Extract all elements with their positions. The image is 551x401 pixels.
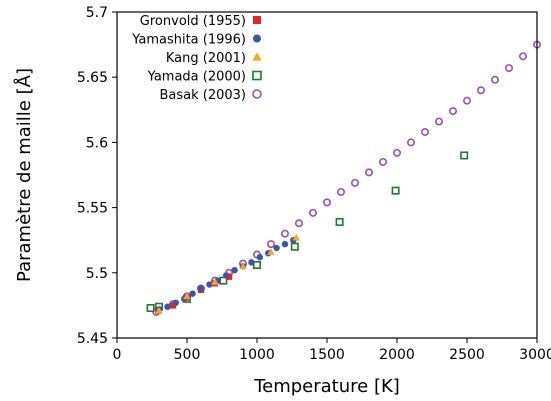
data-point-yamashita-1996 (273, 244, 280, 252)
legend-marker (252, 52, 262, 61)
data-point-kang-2001 (155, 306, 163, 314)
data-point-basak-2003 (280, 229, 289, 238)
data-point-kang-2001 (211, 278, 219, 285)
data-point-basak-2003 (266, 240, 275, 249)
data-point-basak-2003 (420, 127, 429, 136)
data-point-basak-2003 (308, 208, 317, 217)
data-point-basak-2003 (476, 86, 485, 95)
data-point-basak-2003 (364, 168, 373, 177)
legend-label: Kang (2001) (166, 51, 246, 66)
legend-marker (253, 34, 261, 43)
y-axis-ticks: 5.45 5.5 5.55 5.6 5.65 5.7 (77, 5, 117, 347)
y-tick-label: 5.7 (86, 5, 108, 21)
data-point-yamashita-1996 (189, 290, 196, 297)
legend-marker (253, 16, 261, 24)
x-tick-label: 0 (113, 347, 122, 363)
data-point-yamashita-1996 (248, 259, 255, 266)
data-point-yamada-2000 (290, 242, 299, 251)
data-point-basak-2003 (518, 52, 527, 61)
data-point-yamashita-1996 (197, 285, 205, 292)
data-point-basak-2003 (350, 178, 359, 187)
x-axis-label: Temperature [K] (253, 376, 400, 397)
data-point-yamashita-1996 (281, 240, 289, 248)
x-tick-label: 1500 (309, 347, 345, 363)
data-point-kang-2001 (239, 262, 247, 270)
y-tick-label: 5.55 (77, 201, 108, 217)
legend-label: Yamashita (1996) (131, 33, 246, 48)
legend-label: Yamada (2000) (147, 70, 246, 85)
data-point-basak-2003 (448, 107, 457, 116)
data-point-yamashita-1996 (256, 253, 263, 261)
data-point-yamada-2000 (253, 260, 262, 269)
data-point-kang-2001 (267, 248, 275, 255)
data-point-basak-2003 (392, 148, 401, 157)
y-tick-label: 5.45 (77, 331, 108, 347)
x-tick-label: 2500 (449, 347, 485, 363)
legend-marker (252, 89, 262, 99)
x-tick-label: 3000 (519, 347, 551, 363)
x-tick-label: 2000 (379, 347, 415, 363)
legend-label: Basak (2003) (159, 88, 246, 103)
x-axis-ticks: 0 500 1000 1500 2000 2500 3000 (113, 338, 551, 363)
y-axis-label: Paramètre de maille [Å] (13, 68, 35, 282)
data-point-basak-2003 (336, 187, 345, 196)
legend-label: Gronvold (1955) (140, 14, 246, 29)
data-point-kang-2001 (292, 233, 300, 241)
y-tick-label: 5.65 (77, 70, 108, 86)
data-point-basak-2003 (490, 75, 499, 84)
legend-marker (252, 70, 262, 81)
data-point-basak-2003 (504, 64, 513, 73)
data-point-basak-2003 (378, 157, 387, 166)
data-point-yamashita-1996 (223, 272, 230, 279)
data-point-yamashita-1996 (206, 281, 213, 288)
data-point-yamashita-1996 (231, 266, 238, 274)
y-tick-label: 5.6 (86, 135, 108, 151)
x-tick-label: 1000 (239, 347, 275, 363)
data-point-yamada-2000 (391, 186, 400, 195)
data-point-basak-2003 (322, 198, 331, 207)
data-point-basak-2003 (294, 219, 303, 228)
data-point-yamada-2000 (460, 151, 469, 160)
data-point-gronvold-1955 (169, 302, 177, 309)
data-point-yamashita-1996 (164, 303, 171, 310)
data-point-kang-2001 (183, 292, 191, 300)
data-marks (146, 40, 541, 316)
y-tick-label: 5.5 (86, 266, 108, 282)
data-point-yamada-2000 (335, 217, 344, 226)
data-point-basak-2003 (406, 138, 415, 147)
data-point-yamada-2000 (146, 304, 155, 313)
x-tick-label: 500 (174, 347, 201, 363)
data-point-basak-2003 (434, 117, 443, 126)
data-point-yamashita-1996 (172, 299, 179, 306)
data-point-basak-2003 (462, 96, 471, 105)
legend: Gronvold (1955) Yamashita (1996) Kang (200… (131, 14, 262, 103)
